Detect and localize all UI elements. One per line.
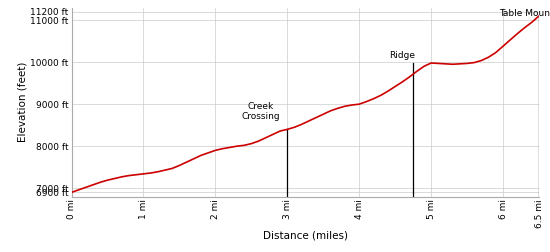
Y-axis label: Elevation (feet): Elevation (feet) — [18, 62, 28, 142]
Text: Table Mountain: Table Mountain — [499, 9, 550, 18]
X-axis label: Distance (miles): Distance (miles) — [263, 231, 348, 241]
Text: Creek
Crossing: Creek Crossing — [241, 102, 280, 121]
Text: Ridge: Ridge — [389, 51, 415, 60]
